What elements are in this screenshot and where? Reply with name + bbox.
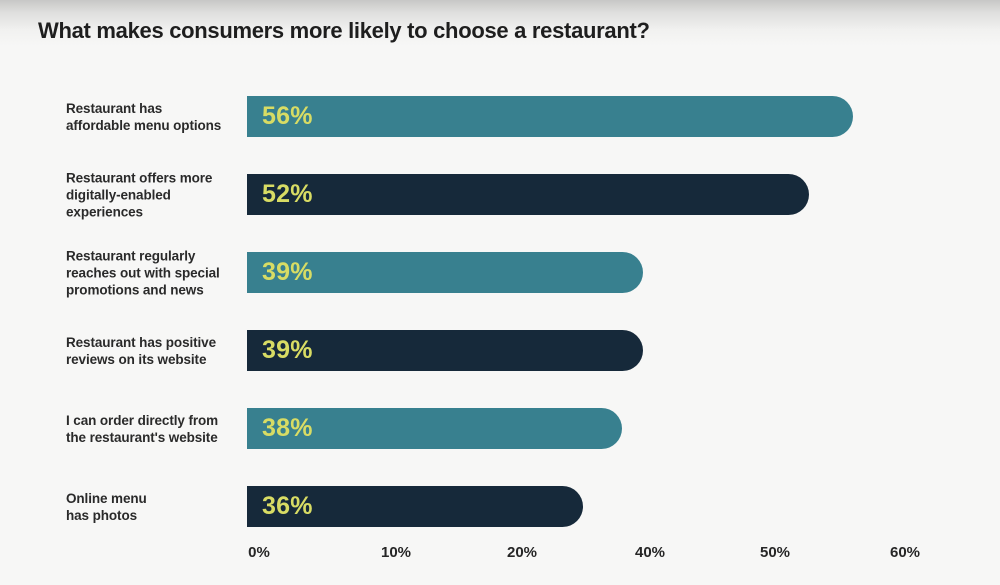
bar: 38% <box>247 408 622 449</box>
chart-row: Restaurant regularly reaches out with sp… <box>0 248 1000 297</box>
bar: 56% <box>247 96 853 137</box>
value-label: 56% <box>262 102 313 130</box>
x-axis-tick-label: 0% <box>248 544 270 561</box>
value-label: 52% <box>262 180 313 208</box>
bar: 39% <box>247 330 643 371</box>
value-label: 36% <box>262 492 313 520</box>
chart-title: What makes consumers more likely to choo… <box>38 18 650 43</box>
category-label: I can order directly from the restaurant… <box>66 412 219 445</box>
x-axis-tick-label: 60% <box>889 544 921 561</box>
category-label: Restaurant offers more digitally-enabled… <box>66 170 213 219</box>
x-axis-tick-label: 10% <box>380 544 412 561</box>
x-axis-tick-label: 40% <box>634 544 666 561</box>
chart-row: I can order directly from the restaurant… <box>0 408 1000 449</box>
value-label: 39% <box>262 258 313 286</box>
x-axis-tick-label: 50% <box>759 544 791 561</box>
chart-row: Restaurant has affordable menu options 5… <box>0 96 1000 137</box>
value-label: 39% <box>262 336 313 364</box>
category-label: Online menu has photos <box>66 490 147 523</box>
value-label: 38% <box>262 414 313 442</box>
category-label: Restaurant has affordable menu options <box>66 100 222 133</box>
chart-row: Restaurant has positive reviews on its w… <box>0 330 1000 371</box>
bar: 52% <box>247 174 809 215</box>
x-axis-tick-label: 20% <box>506 544 538 561</box>
bar: 36% <box>247 486 583 527</box>
bar: 39% <box>247 252 643 293</box>
category-label: Restaurant regularly reaches out with sp… <box>66 248 220 297</box>
x-axis: 0% 10% 20% 40% 50% 60% <box>247 544 1000 566</box>
category-label: Restaurant has positive reviews on its w… <box>66 334 216 367</box>
chart-row: Restaurant offers more digitally-enabled… <box>0 170 1000 219</box>
chart-row: Online menu has photos 36% <box>0 486 1000 527</box>
